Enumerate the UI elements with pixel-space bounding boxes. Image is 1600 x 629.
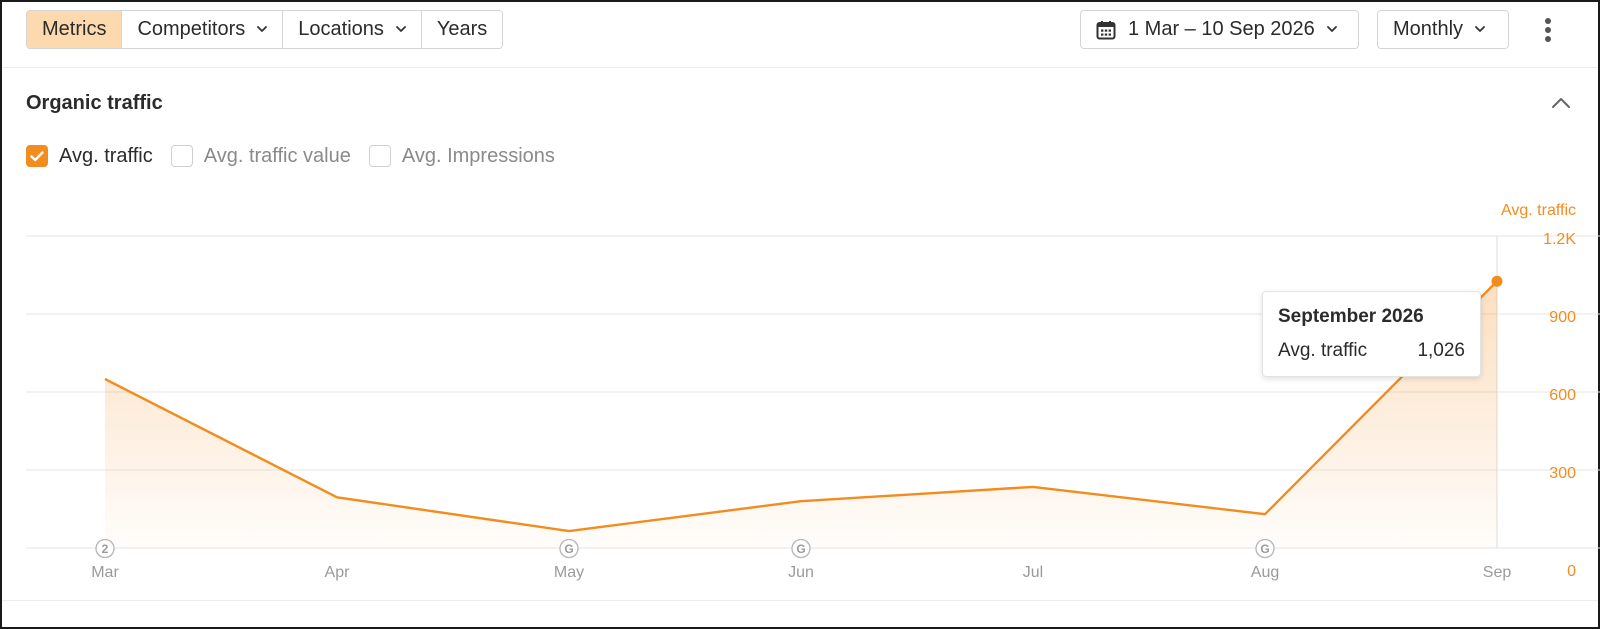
- x-tick-label: Sep: [1483, 564, 1512, 581]
- section-title: Organic traffic: [26, 92, 163, 114]
- x-tick-label: Jul: [1023, 564, 1043, 581]
- toolbar: Metrics Competitors Locations Years: [2, 2, 1598, 68]
- chevron-down-icon: [1475, 26, 1485, 33]
- calendar-icon: [1096, 20, 1116, 40]
- tab-years[interactable]: Years: [421, 11, 503, 48]
- date-range-button[interactable]: 1 Mar – 10 Sep 2026: [1080, 10, 1359, 49]
- tooltip-title: September 2026: [1278, 306, 1424, 327]
- chart-tooltip: September 2026 Avg. traffic 1,026: [1262, 291, 1481, 377]
- x-tick-label: Apr: [325, 564, 351, 581]
- checkbox-avg-traffic-value-label: Avg. traffic value: [203, 144, 351, 167]
- series-line: [104, 280, 1498, 533]
- annotation-marker: [1255, 538, 1275, 559]
- y-tick-label: 900: [1549, 309, 1576, 326]
- interval-label: Monthly: [1393, 18, 1464, 40]
- y-tick-label: 600: [1549, 387, 1576, 404]
- section-divider: [2, 600, 1598, 601]
- checkbox-avg-impressions[interactable]: Avg. Impressions: [368, 144, 555, 168]
- checkbox-checked-icon: [26, 145, 48, 167]
- chevron-down-icon: [395, 26, 406, 33]
- x-tick-label: May: [554, 564, 584, 581]
- tab-locations[interactable]: Locations: [283, 11, 422, 48]
- interval-dropdown[interactable]: Monthly: [1377, 10, 1509, 49]
- annotation-marker: [559, 538, 579, 559]
- annotation-label: G: [564, 542, 573, 556]
- highlight-point: [1491, 275, 1503, 287]
- tooltip-value: 1,026: [1417, 340, 1465, 361]
- more-options-icon[interactable]: [1538, 16, 1558, 44]
- annotation-label: G: [1260, 542, 1269, 556]
- tab-metrics[interactable]: Metrics: [27, 11, 123, 48]
- chevron-down-icon: [257, 26, 268, 33]
- chevron-down-icon: [1326, 26, 1337, 33]
- y-tick-label: 1.2K: [1543, 231, 1576, 248]
- metric-checkboxes: Avg. traffic Avg. traffic value Avg. Imp…: [26, 144, 573, 168]
- tooltip-row: Avg. traffic 1,026: [1278, 340, 1465, 362]
- checkbox-unchecked-icon: [368, 145, 391, 167]
- y-axis-title: Avg. traffic: [1501, 202, 1576, 219]
- x-tick-label: Jun: [788, 564, 814, 581]
- tab-competitors[interactable]: Competitors: [122, 11, 284, 48]
- annotation-marker: [791, 538, 811, 559]
- checkbox-avg-traffic[interactable]: Avg. traffic: [26, 145, 153, 168]
- date-range-label: 1 Mar – 10 Sep 2026: [1128, 18, 1315, 40]
- tab-competitors-label: Competitors: [137, 18, 246, 40]
- checkbox-avg-traffic-label: Avg. traffic: [59, 144, 153, 167]
- annotation-marker: [95, 538, 115, 559]
- traffic-chart[interactable]: 0 300 600 900 1.2K Avg. traffic 2 G G G Mar Apr May J…: [2, 182, 1600, 602]
- annotation-label: G: [796, 542, 805, 556]
- series-area: [105, 281, 1497, 548]
- x-tick-label: Aug: [1251, 564, 1279, 581]
- tooltip-metric: Avg. traffic: [1278, 340, 1368, 361]
- y-tick-label: 0: [1567, 563, 1576, 580]
- view-tabs: Metrics Competitors Locations Years: [26, 10, 504, 49]
- tab-locations-label: Locations: [298, 18, 384, 40]
- tab-metrics-label: Metrics: [42, 18, 107, 40]
- checkbox-unchecked-icon: [170, 145, 193, 167]
- tab-years-label: Years: [436, 18, 488, 40]
- checkbox-avg-impressions-label: Avg. Impressions: [401, 144, 555, 167]
- x-tick-label: Mar: [91, 564, 119, 581]
- annotation-label: 2: [102, 542, 109, 556]
- checkbox-avg-traffic-value[interactable]: Avg. traffic value: [170, 144, 351, 168]
- chevron-up-icon[interactable]: [1549, 94, 1573, 112]
- y-tick-label: 300: [1549, 465, 1576, 482]
